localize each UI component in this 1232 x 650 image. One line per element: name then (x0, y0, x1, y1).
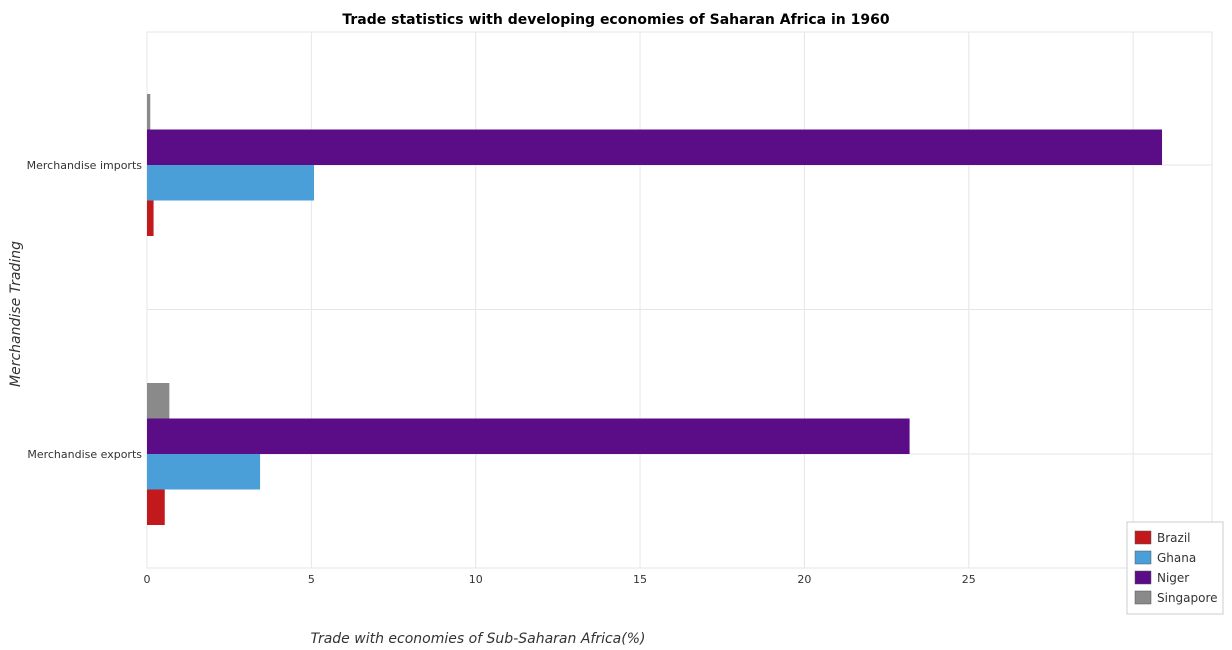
legend-swatch-singapore (1134, 590, 1152, 605)
bar-brazil-merchandise-imports (147, 200, 154, 236)
y-category-label-0: Merchandise exports (27, 448, 142, 461)
x-tick-label-2: 10 (469, 573, 483, 586)
legend-swatch-ghana (1134, 550, 1152, 565)
legend: Brazil Ghana Niger Singapore (1126, 521, 1224, 615)
bar-ghana-merchandise-exports (147, 454, 261, 490)
y-category-label-1: Merchandise imports (27, 159, 143, 172)
x-tick-label-4: 20 (797, 573, 811, 586)
legend-label-brazil: Brazil (1157, 531, 1191, 545)
bar-singapore-merchandise-exports (147, 383, 170, 419)
legend-label-niger: Niger (1157, 571, 1189, 585)
x-tick-label-0: 0 (144, 573, 151, 586)
legend-label-ghana: Ghana (1157, 551, 1196, 565)
y-categories: Merchandise exports Merchandise imports (27, 159, 143, 461)
bar-niger-merchandise-exports (147, 418, 910, 454)
legend-swatch-brazil (1134, 530, 1152, 545)
x-axis-label: Trade with economies of Sub-Saharan Afri… (311, 631, 646, 647)
y-axis-label: Merchandise Trading (8, 241, 24, 387)
legend-swatch-niger (1134, 570, 1152, 585)
bar-brazil-merchandise-exports (147, 489, 165, 525)
x-tick-label-1: 5 (308, 573, 315, 586)
chart-title: Trade statistics with developing economi… (342, 12, 889, 28)
plot-frame (146, 31, 1213, 569)
bars (147, 94, 1163, 525)
bar-ghana-merchandise-imports (147, 165, 314, 201)
bar-niger-merchandise-imports (147, 129, 1163, 165)
legend-label-singapore: Singapore (1157, 591, 1218, 605)
bar-singapore-merchandise-imports (147, 94, 151, 130)
grid (146, 31, 1213, 569)
x-tick-label-5: 25 (962, 573, 976, 586)
x-ticks: 051015202530 (144, 573, 1141, 586)
x-tick-label-3: 15 (633, 573, 647, 586)
